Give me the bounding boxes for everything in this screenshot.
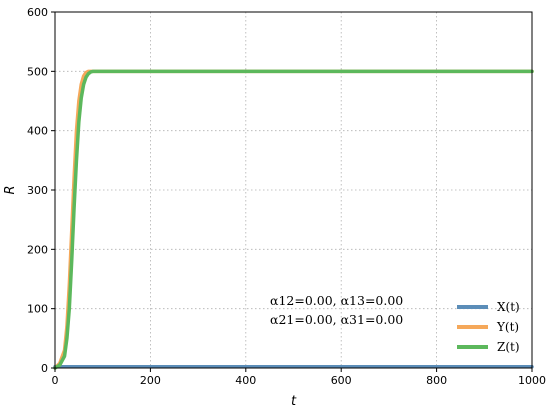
legend-label: X(t) — [497, 300, 520, 314]
x-axis-ticks: 0 200 400 600 800 1000 — [52, 368, 546, 387]
legend-label: Z(t) — [497, 340, 520, 354]
series-lines — [53, 69, 534, 370]
annotation-line-2: α21=0.00, α31=0.00 — [270, 312, 403, 327]
series-line-2 — [53, 69, 534, 370]
y-axis-label: R — [3, 185, 18, 194]
x-tick-label: 400 — [235, 374, 256, 387]
legend: X(t) Y(t) Z(t) — [457, 300, 520, 354]
x-tick-label: 0 — [52, 374, 59, 387]
y-tick-label: 400 — [27, 125, 48, 138]
y-tick-label: 500 — [27, 65, 48, 78]
y-tick-label: 100 — [27, 303, 48, 316]
x-tick-label: 1000 — [518, 374, 546, 387]
x-axis-label: t — [291, 394, 297, 409]
annotation-line-1: α12=0.00, α13=0.00 — [270, 293, 403, 308]
grid-lines — [55, 12, 532, 368]
x-tick-label: 800 — [426, 374, 447, 387]
y-tick-label: 600 — [27, 6, 48, 19]
legend-label: Y(t) — [496, 320, 519, 334]
y-tick-label: 0 — [41, 362, 48, 375]
parameter-annotation: α12=0.00, α13=0.00 α21=0.00, α31=0.00 — [270, 293, 403, 327]
y-axis-ticks: 0 100 200 300 400 500 600 — [27, 6, 55, 375]
x-tick-label: 600 — [331, 374, 352, 387]
y-tick-label: 300 — [27, 184, 48, 197]
x-tick-label: 200 — [140, 374, 161, 387]
y-tick-label: 200 — [27, 243, 48, 256]
